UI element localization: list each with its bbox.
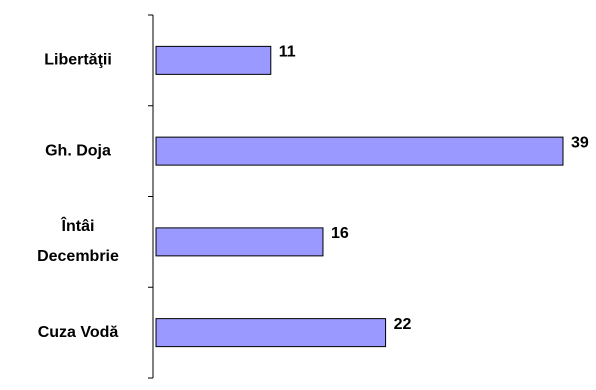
bar-2 (155, 136, 564, 166)
data-label: 16 (331, 225, 349, 242)
bar-4 (155, 318, 387, 348)
data-label: 39 (571, 134, 589, 151)
category-label: Cuza Vodă (38, 324, 119, 341)
bar-1 (155, 45, 272, 75)
category-label: Întâi (61, 216, 95, 235)
bar-3 (155, 227, 324, 257)
category-label: Gh. Doja (45, 142, 111, 159)
category-label: Libertăţii (44, 52, 112, 69)
category-label: Decembrie (37, 248, 119, 265)
data-label: 22 (394, 316, 412, 333)
data-label: 11 (279, 44, 296, 61)
